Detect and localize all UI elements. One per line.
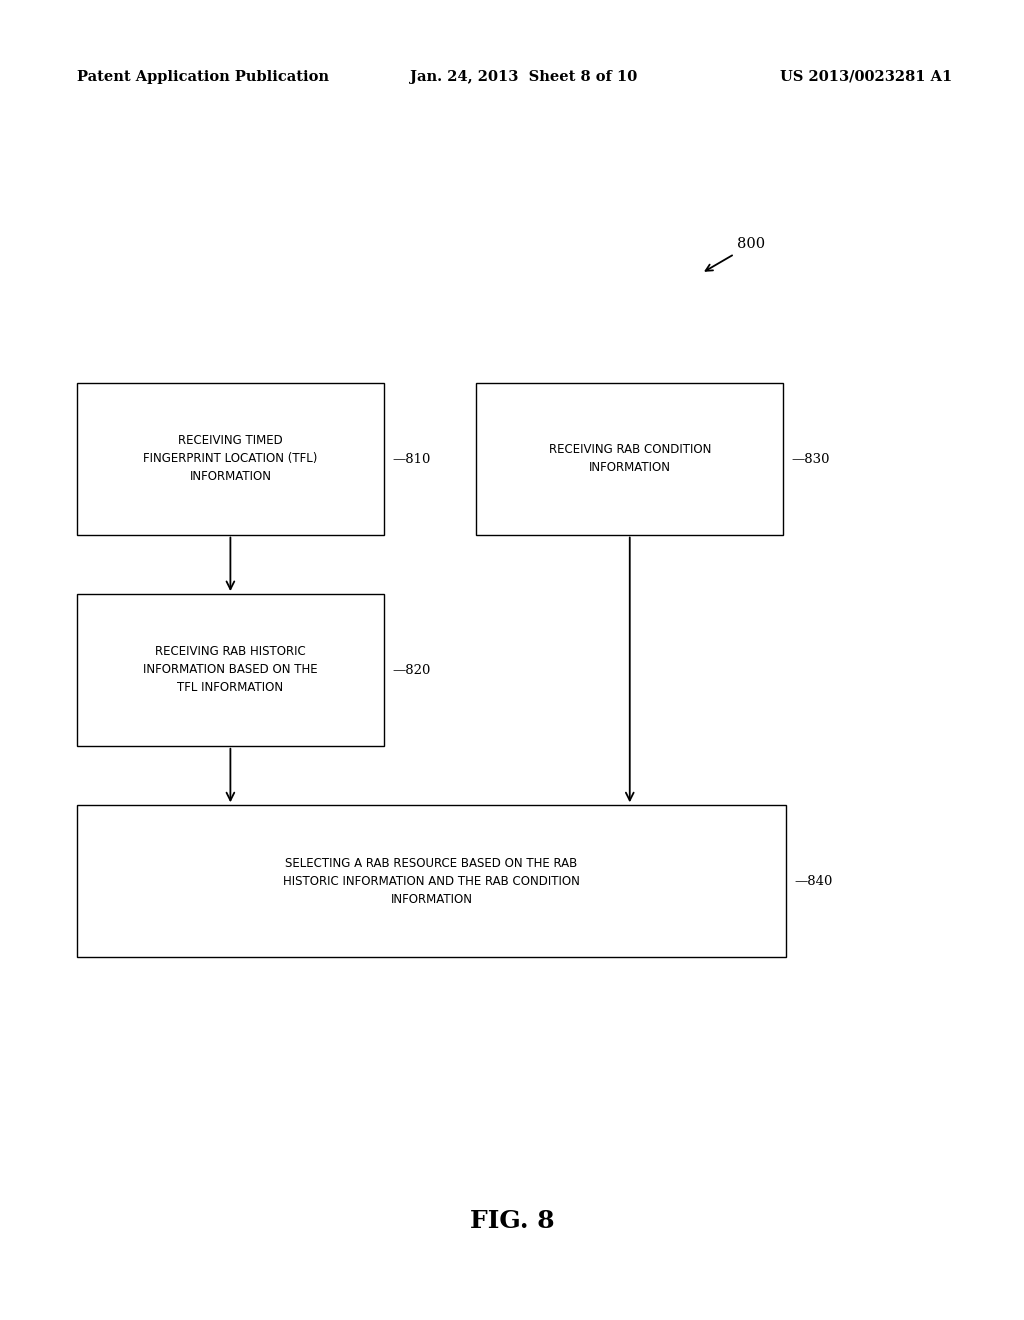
FancyBboxPatch shape: [476, 383, 783, 535]
Text: US 2013/0023281 A1: US 2013/0023281 A1: [780, 70, 952, 83]
Text: Jan. 24, 2013  Sheet 8 of 10: Jan. 24, 2013 Sheet 8 of 10: [410, 70, 637, 83]
Text: RECEIVING RAB CONDITION
INFORMATION: RECEIVING RAB CONDITION INFORMATION: [549, 444, 711, 474]
Text: —810: —810: [392, 453, 430, 466]
Text: SELECTING A RAB RESOURCE BASED ON THE RAB
HISTORIC INFORMATION AND THE RAB CONDI: SELECTING A RAB RESOURCE BASED ON THE RA…: [284, 857, 580, 906]
FancyBboxPatch shape: [77, 594, 384, 746]
FancyBboxPatch shape: [77, 805, 786, 957]
Text: Patent Application Publication: Patent Application Publication: [77, 70, 329, 83]
Text: RECEIVING RAB HISTORIC
INFORMATION BASED ON THE
TFL INFORMATION: RECEIVING RAB HISTORIC INFORMATION BASED…: [143, 645, 317, 694]
Text: 800: 800: [706, 238, 765, 271]
Text: FIG. 8: FIG. 8: [470, 1209, 554, 1233]
Text: RECEIVING TIMED
FINGERPRINT LOCATION (TFL)
INFORMATION: RECEIVING TIMED FINGERPRINT LOCATION (TF…: [143, 434, 317, 483]
Text: —830: —830: [792, 453, 830, 466]
Text: —820: —820: [392, 664, 430, 677]
Text: —840: —840: [795, 875, 833, 888]
FancyBboxPatch shape: [77, 383, 384, 535]
